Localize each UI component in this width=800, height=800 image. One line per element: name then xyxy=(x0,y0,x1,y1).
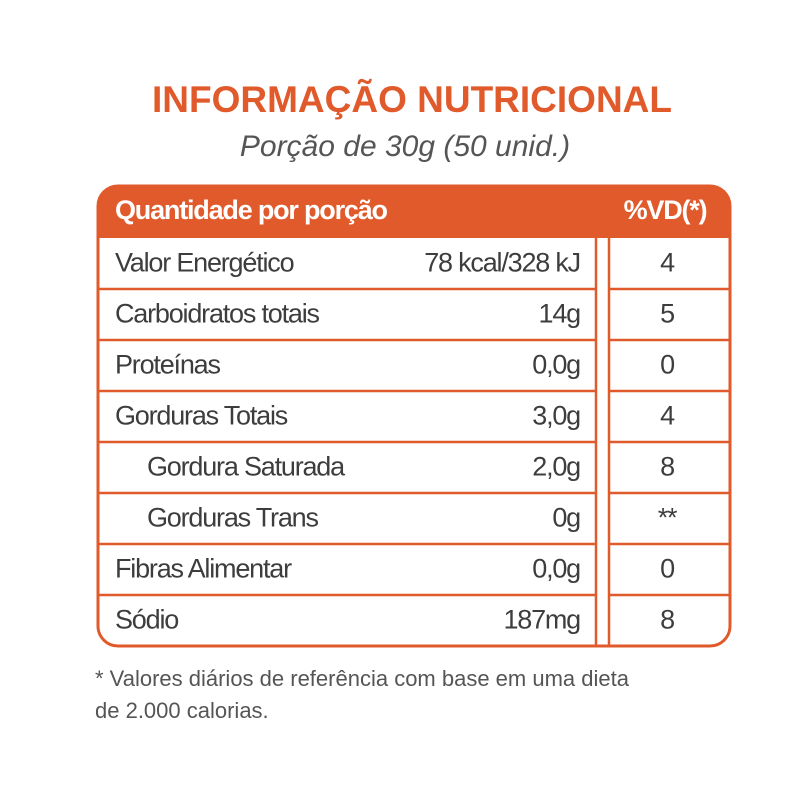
footnote: * Valores diários de referência com base… xyxy=(95,666,630,691)
nutrient-name: Valor Energético xyxy=(115,248,294,278)
table-header-band xyxy=(98,186,730,238)
nutrient-name: Gorduras Totais xyxy=(115,401,288,431)
table-border xyxy=(96,184,732,648)
nutrient-name: Gordura Saturada xyxy=(147,452,346,482)
nutrient-amount: 0,0g xyxy=(532,554,580,584)
subtitle: Porção de 30g (50 unid.) xyxy=(240,130,570,163)
nutrient-amount: 14g xyxy=(539,299,581,329)
daily-value: 4 xyxy=(660,248,675,278)
nutrient-name: Proteínas xyxy=(115,350,220,380)
daily-value: 0 xyxy=(660,350,674,380)
column-header: Quantidade por porção xyxy=(115,195,388,225)
daily-value: ** xyxy=(658,503,678,533)
nutrient-amount: 187mg xyxy=(503,605,580,635)
nutrient-amount: 2,0g xyxy=(532,452,580,482)
nutrient-amount: 0,0g xyxy=(532,350,580,380)
daily-value: 0 xyxy=(660,554,674,584)
nutrient-amount: 0g xyxy=(552,503,580,533)
footnote: de 2.000 calorias. xyxy=(95,698,269,723)
daily-value: 5 xyxy=(660,299,674,329)
nutrient-name: Carboidratos totais xyxy=(115,299,320,329)
nutrient-name: Fibras Alimentar xyxy=(115,554,292,584)
title: INFORMAÇÃO NUTRICIONAL xyxy=(152,78,672,120)
nutrient-name: Gorduras Trans xyxy=(147,503,318,533)
column-header: %VD(*) xyxy=(624,195,707,225)
daily-value: 8 xyxy=(660,452,674,482)
table-body: Valor Energético 78 kcal/328 kJ 4 Carboidra… xyxy=(98,248,730,635)
daily-value: 8 xyxy=(660,605,674,635)
daily-value: 4 xyxy=(660,401,675,431)
nutrient-name: Sódio xyxy=(115,605,178,635)
nutrient-amount: 78 kcal/328 kJ xyxy=(424,248,580,278)
nutrient-amount: 3,0g xyxy=(532,401,580,431)
